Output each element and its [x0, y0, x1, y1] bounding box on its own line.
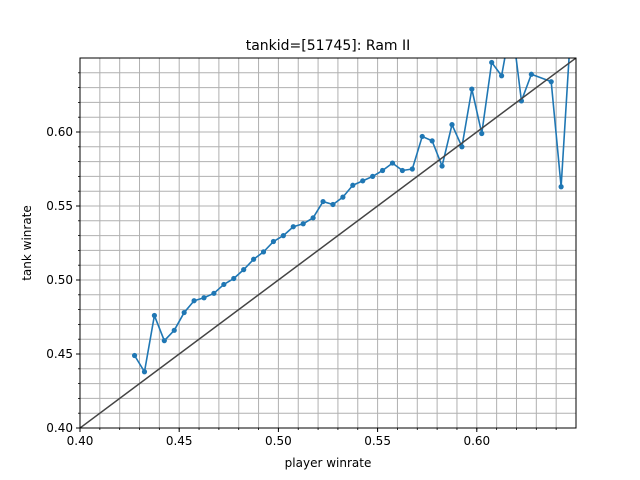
data-point [270, 238, 277, 245]
plot-frame [79, 57, 577, 429]
data-point [568, 23, 573, 28]
data-point [419, 133, 425, 140]
x-tick-label: 0.50 [265, 434, 292, 448]
data-point [469, 86, 475, 92]
data-point [379, 167, 386, 174]
data-point [489, 59, 495, 66]
data-point [211, 290, 217, 296]
data-point [399, 167, 405, 174]
y-tick-label: 0.45 [46, 347, 73, 361]
data-point [409, 166, 415, 172]
y-tick-label: 0.60 [46, 125, 73, 139]
data-point [528, 71, 534, 77]
data-point [449, 122, 455, 128]
data-point [310, 215, 316, 221]
data-point [370, 173, 376, 179]
data-point [439, 163, 445, 169]
chart-title: tankid=[51745]: Ram II [246, 38, 411, 54]
data-point [280, 233, 286, 239]
data-point [340, 194, 346, 200]
data-point [558, 184, 564, 190]
series-layer [80, 18, 576, 428]
data-point [141, 369, 148, 375]
data-point [320, 198, 326, 205]
data-point [221, 281, 227, 288]
data-point [330, 201, 336, 208]
data-point [360, 178, 366, 184]
data-point [459, 144, 465, 150]
x-tick-label: 0.40 [67, 434, 94, 448]
data-point [191, 298, 197, 304]
data-point [260, 249, 267, 255]
x-tick-label: 0.45 [166, 434, 193, 448]
data-point [429, 138, 435, 144]
data-point [171, 327, 177, 333]
data-point [161, 338, 167, 344]
grid [80, 58, 576, 428]
data-point [241, 267, 247, 273]
data-point [509, 18, 514, 23]
data-point [251, 256, 257, 262]
ticks: 0.40 0.45 0.50 0.55 0.60 0.40 0.45 0.50 0.55 0.60 [46, 72, 557, 448]
x-tick-label: 0.60 [463, 434, 490, 448]
data-point [479, 130, 485, 137]
data-point [350, 182, 356, 188]
data-point [151, 312, 157, 319]
data-point [131, 352, 138, 359]
y-axis-label: tank winrate [20, 205, 34, 281]
data-point [389, 160, 396, 166]
y-tick-label: 0.50 [46, 273, 73, 287]
data-point [548, 79, 554, 85]
x-axis-label: player winrate [285, 456, 372, 470]
y-tick-label: 0.55 [46, 199, 73, 213]
y-tick-label: 0.40 [46, 421, 73, 435]
data-point [499, 73, 505, 79]
reference-line [80, 58, 576, 428]
data-point [290, 224, 296, 230]
x-tick-label: 0.55 [364, 434, 391, 448]
data-point [201, 295, 207, 301]
data-point [181, 309, 187, 316]
data-point [300, 221, 306, 227]
data-point [231, 275, 237, 282]
